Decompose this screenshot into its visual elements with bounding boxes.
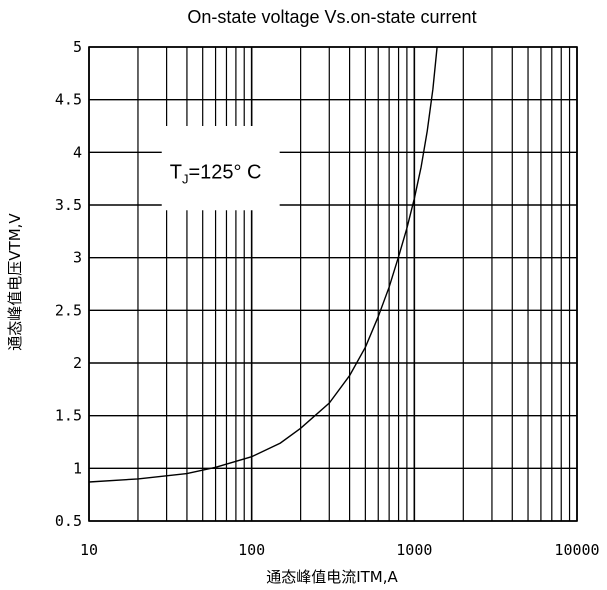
chart-title: On-state voltage Vs.on-state current [187, 7, 476, 27]
y-tick-label: 3 [73, 249, 82, 267]
annotation-background [161, 125, 280, 211]
grid-minor-lines [137, 47, 571, 521]
temperature-annotation: TJ=125° C [161, 125, 280, 211]
y-tick-labels: 0.5 1 1.5 2 2.5 3 3.5 4 4.5 5 [55, 38, 82, 530]
y-tick-label: 5 [73, 38, 82, 56]
series-line [88, 46, 438, 483]
y-tick-label: 4 [73, 143, 82, 161]
grid-major-lines [88, 46, 578, 522]
y-tick-label: 1.5 [55, 407, 82, 425]
x-tick-label: 100 [238, 541, 265, 559]
x-tick-labels: 10 100 1000 10000 [80, 541, 600, 559]
plot-frame [88, 46, 578, 522]
x-tick-label: 10000 [554, 541, 599, 559]
y-tick-label: 2 [73, 354, 82, 372]
y-tick-label: 2.5 [55, 301, 82, 319]
x-tick-label: 1000 [396, 541, 432, 559]
annotation-text: TJ=125° C [170, 162, 262, 187]
x-tick-label: 10 [80, 541, 98, 559]
y-tick-label: 0.5 [55, 512, 82, 530]
y-tick-label: 3.5 [55, 196, 82, 214]
y-tick-label: 1 [73, 459, 82, 477]
y-axis-label: 通态峰值电压VTM,V [6, 213, 24, 351]
y-tick-label: 4.5 [55, 91, 82, 109]
x-axis-label: 通态峰值电流ITM,A [266, 568, 398, 586]
